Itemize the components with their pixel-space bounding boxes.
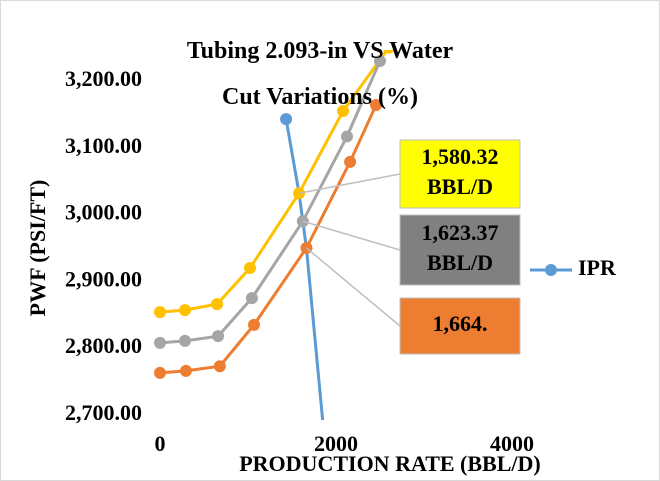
- callout-label: 1,623.37 BBL/D: [422, 220, 499, 275]
- plot-area: [154, 50, 395, 420]
- data-point: [337, 105, 350, 118]
- data-point: [178, 334, 191, 347]
- data-point: [280, 113, 293, 126]
- y-tick-label: 3,000.00: [65, 200, 142, 225]
- data-point: [244, 262, 257, 275]
- data-point: [211, 298, 224, 311]
- callout-box: [399, 297, 521, 355]
- legend-label: IPR: [578, 255, 617, 280]
- chart-title: Tubing 2.093-in VS Water Cut Variations (…: [187, 38, 454, 110]
- x-axis-label: PRODUCTION RATE (BBL/D): [239, 451, 541, 476]
- callout-leader: [305, 247, 401, 327]
- legend-marker: [545, 264, 557, 276]
- data-point: [370, 99, 383, 112]
- y-tick-label: 2,900.00: [65, 266, 142, 291]
- x-tick-label: 4000: [490, 431, 534, 456]
- data-point: [247, 318, 260, 331]
- callout-label: 1,664.: [433, 311, 488, 336]
- y-tick-label: 2,800.00: [65, 333, 142, 358]
- y-tick-label: 2,700.00: [65, 400, 142, 425]
- data-point: [154, 366, 166, 379]
- callout-box: [399, 139, 521, 209]
- data-point: [179, 364, 192, 377]
- data-point: [383, 50, 395, 54]
- callout-leader: [302, 220, 401, 251]
- x-tick-label: 0: [155, 431, 166, 456]
- callout-leader: [298, 173, 401, 194]
- data-point: [212, 330, 225, 343]
- data-point: [178, 304, 191, 317]
- data-point: [344, 155, 357, 168]
- data-point: [154, 336, 166, 349]
- data-point: [245, 292, 258, 305]
- y-tick-label: 3,100.00: [65, 133, 142, 158]
- data-point: [374, 54, 386, 67]
- y-tick-label: 3,200.00: [65, 66, 142, 91]
- y-axis-label: PWF (PSI/FT): [25, 180, 50, 317]
- x-tick-label: 2000: [314, 431, 358, 456]
- data-point: [213, 360, 226, 373]
- data-point: [341, 130, 353, 143]
- callout-box: [399, 214, 521, 286]
- callout-label: 1,580.32 BBL/D: [422, 144, 499, 199]
- data-point: [154, 306, 166, 319]
